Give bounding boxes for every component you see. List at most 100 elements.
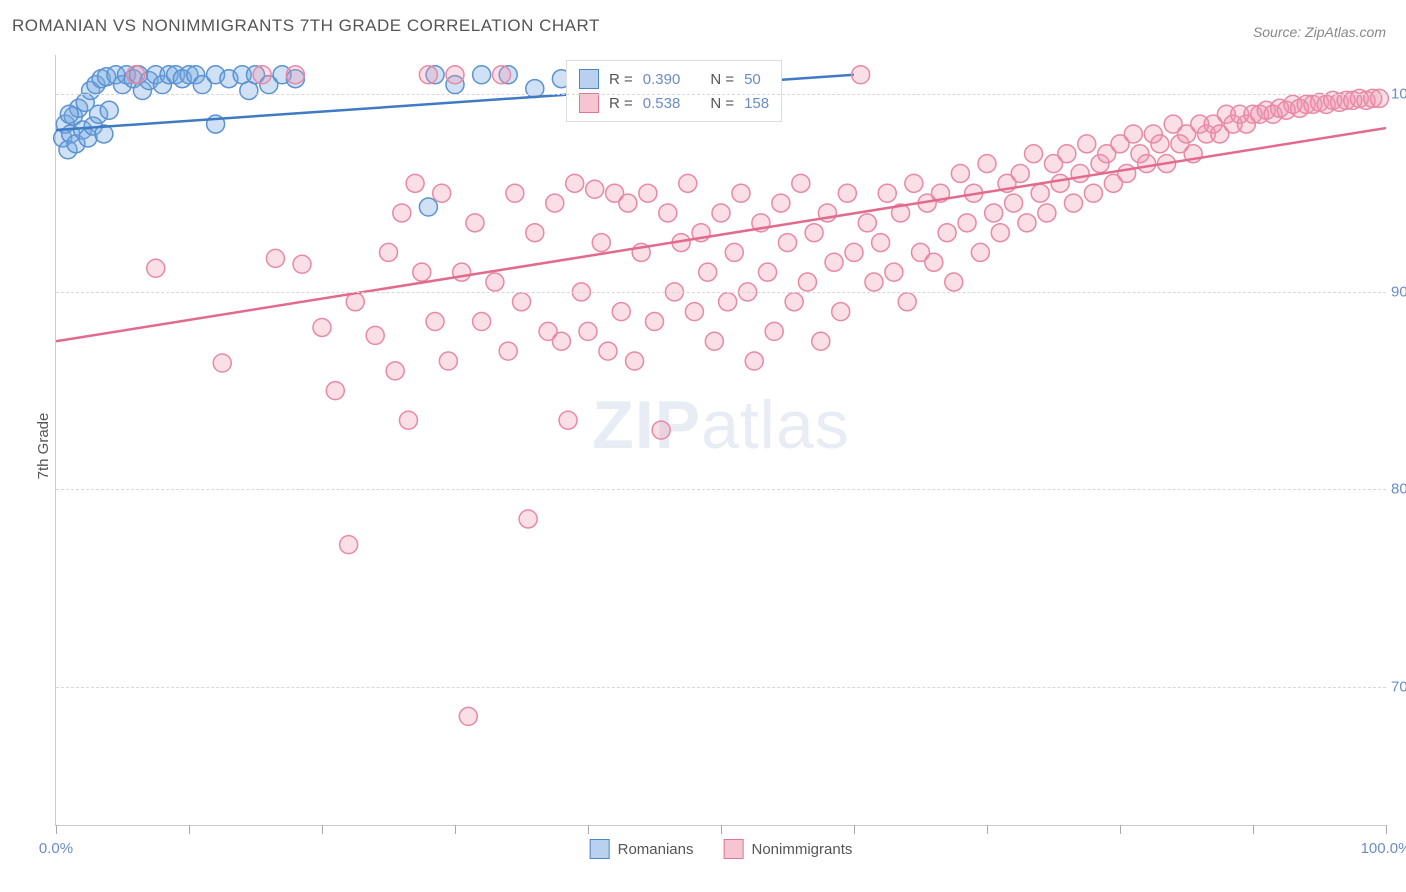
x-tick [721,825,722,834]
data-point [639,184,657,202]
data-point [413,263,431,281]
legend-swatch [579,69,599,89]
data-point [878,184,896,202]
data-point [559,411,577,429]
data-point [772,194,790,212]
legend-n-value: 50 [744,71,761,88]
data-point [745,352,763,370]
data-point [652,421,670,439]
data-point [326,382,344,400]
data-point [699,263,717,281]
data-point [526,224,544,242]
data-point [380,243,398,261]
source-credit: Source: ZipAtlas.com [1253,24,1386,40]
bottom-legend-item: Nonimmigrants [724,839,853,859]
legend-swatch [579,93,599,113]
legend-series-label: Romanians [618,841,694,858]
data-point [399,411,417,429]
data-point [725,243,743,261]
data-point [466,214,484,232]
data-point [513,293,531,311]
data-point [759,263,777,281]
data-point [566,174,584,192]
data-point [712,204,730,222]
data-point [938,224,956,242]
data-point [1084,184,1102,202]
data-point [213,354,231,372]
data-point [426,313,444,331]
gridline [56,94,1386,95]
data-point [885,263,903,281]
plot-area: ZIPatlas R = 0.390N = 50R = 0.538N = 158… [55,55,1386,826]
x-tick [56,825,57,834]
data-point [599,342,617,360]
data-point [951,164,969,182]
data-point [991,224,1009,242]
x-tick [588,825,589,834]
data-point [1118,164,1136,182]
data-point [147,259,165,277]
data-point [419,198,437,216]
y-axis-label: 7th Grade [35,413,52,480]
x-tick-label: 0.0% [39,840,73,857]
data-point [1038,204,1056,222]
data-point [626,352,644,370]
data-point [785,293,803,311]
data-point [971,243,989,261]
stats-legend: R = 0.390N = 50R = 0.538N = 158 [566,60,782,122]
gridline [56,489,1386,490]
data-point [1005,194,1023,212]
data-point [1370,89,1388,107]
data-point [659,204,677,222]
data-point [406,174,424,192]
x-tick [322,825,323,834]
scatter-svg [56,55,1386,825]
bottom-legend-item: Romanians [590,839,694,859]
data-point [978,155,996,173]
data-point [493,66,511,84]
y-tick-label: 100.0% [1391,86,1406,103]
data-point [825,253,843,271]
data-point [419,66,437,84]
data-point [1058,145,1076,163]
data-point [852,66,870,84]
data-point [546,194,564,212]
data-point [1025,145,1043,163]
data-point [393,204,411,222]
data-point [446,66,464,84]
data-point [812,332,830,350]
data-point [845,243,863,261]
x-tick [1120,825,1121,834]
y-tick-label: 90.0% [1391,283,1406,300]
legend-series-label: Nonimmigrants [752,841,853,858]
data-point [945,273,963,291]
gridline [56,292,1386,293]
data-point [958,214,976,232]
legend-r-value: 0.538 [643,95,681,112]
data-point [925,253,943,271]
legend-n-value: 158 [744,95,769,112]
data-point [366,326,384,344]
data-point [805,224,823,242]
data-point [798,273,816,291]
data-point [313,318,331,336]
data-point [60,105,78,123]
x-tick [455,825,456,834]
data-point [579,322,597,340]
data-point [592,234,610,252]
legend-r-label: R = [609,95,633,112]
data-point [439,352,457,370]
chart-container: ROMANIAN VS NONIMMIGRANTS 7TH GRADE CORR… [0,0,1406,892]
x-tick [854,825,855,834]
data-point [685,303,703,321]
x-tick-label: 100.0% [1361,840,1406,857]
data-point [719,293,737,311]
data-point [646,313,664,331]
data-point [519,510,537,528]
data-point [985,204,1003,222]
gridline [56,687,1386,688]
data-point [253,66,271,84]
data-point [1151,135,1169,153]
bottom-legend: Romanians Nonimmigrants [590,839,853,859]
data-point [433,184,451,202]
